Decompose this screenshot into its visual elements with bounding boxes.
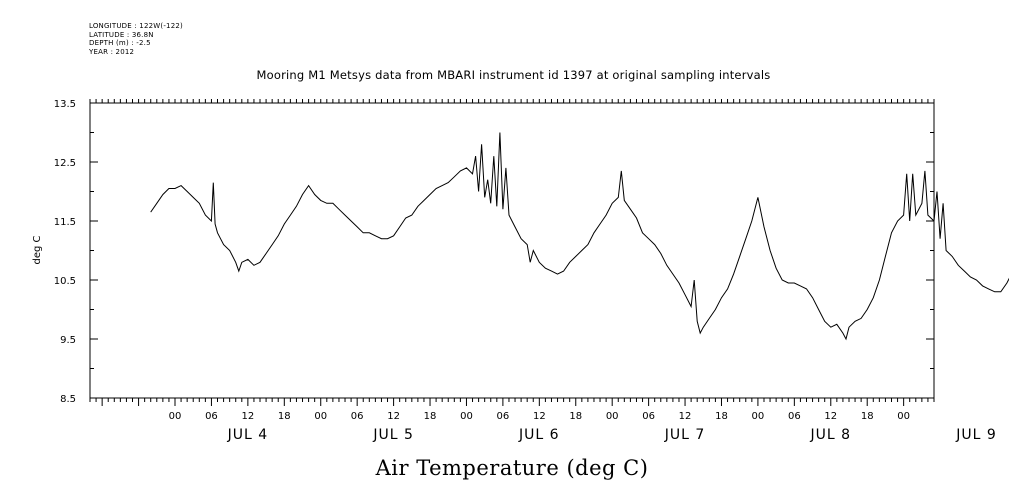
- x-tick-label: 00: [169, 411, 182, 422]
- plot-frame: [89, 102, 935, 399]
- x-tick-label: 18: [861, 411, 874, 422]
- x-tick-label: 06: [351, 411, 364, 422]
- x-tick-label: 00: [606, 411, 619, 422]
- series-line: [150, 132, 1009, 341]
- x-tick-label: 18: [278, 411, 291, 422]
- x-tick-label: 12: [824, 411, 837, 422]
- x-day-label: JUL 8: [810, 427, 852, 443]
- y-tick-label: 12.5: [54, 158, 76, 169]
- x-tick-label: 18: [424, 411, 437, 422]
- latitude-text: LATITUDE : 36.8N: [89, 30, 154, 39]
- y-tick-label: 11.5: [54, 217, 76, 228]
- x-day-label: JUL 7: [664, 427, 706, 443]
- x-axis-label: Air Temperature (deg C): [375, 456, 649, 480]
- chart-title: Mooring M1 Metsys data from MBARI instru…: [256, 68, 771, 82]
- longitude-text: LONGITUDE : 122W(-122): [89, 22, 183, 30]
- metadata-block: LONGITUDE : 122W(-122) LATITUDE : 36.8N …: [89, 22, 183, 56]
- year-text: YEAR : 2012: [89, 47, 135, 56]
- y-tick-label: 8.5: [60, 394, 76, 405]
- x-day-label: JUL 6: [518, 427, 560, 443]
- y-tick-label: 9.5: [60, 335, 76, 346]
- y-tick-label: 13.5: [54, 99, 76, 110]
- x-tick-label: 12: [679, 411, 692, 422]
- y-axis: 13.5 12.5 11.5 10.5 9.5 8.5: [54, 99, 934, 405]
- x-tick-label: 06: [497, 411, 510, 422]
- x-day-label: JUL 5: [372, 427, 414, 443]
- x-tick-label: 18: [715, 411, 728, 422]
- x-tick-label: 12: [242, 411, 255, 422]
- x-tick-label: 18: [569, 411, 582, 422]
- x-axis: 00 06 12 18 00 06 12 18 00 06 12 18 00 06 12 18 00 06 12 18…: [89, 99, 997, 443]
- x-tick-label: 06: [205, 411, 218, 422]
- x-tick-label: 12: [387, 411, 400, 422]
- x-tick-label: 06: [788, 411, 801, 422]
- depth-text: DEPTH (m) : -2.5: [89, 39, 151, 47]
- x-tick-label: 06: [642, 411, 655, 422]
- x-day-label: JUL 4: [227, 427, 269, 443]
- x-tick-label: 00: [460, 411, 473, 422]
- x-tick-label: 00: [752, 411, 765, 422]
- x-tick-label: 00: [897, 411, 910, 422]
- series-group: [150, 132, 1009, 341]
- x-day-label: JUL 9: [955, 427, 997, 443]
- y-axis-label: deg C: [32, 235, 43, 264]
- x-tick-label: 12: [533, 411, 546, 422]
- y-tick-label: 10.5: [54, 276, 76, 287]
- x-tick-label: 00: [314, 411, 327, 422]
